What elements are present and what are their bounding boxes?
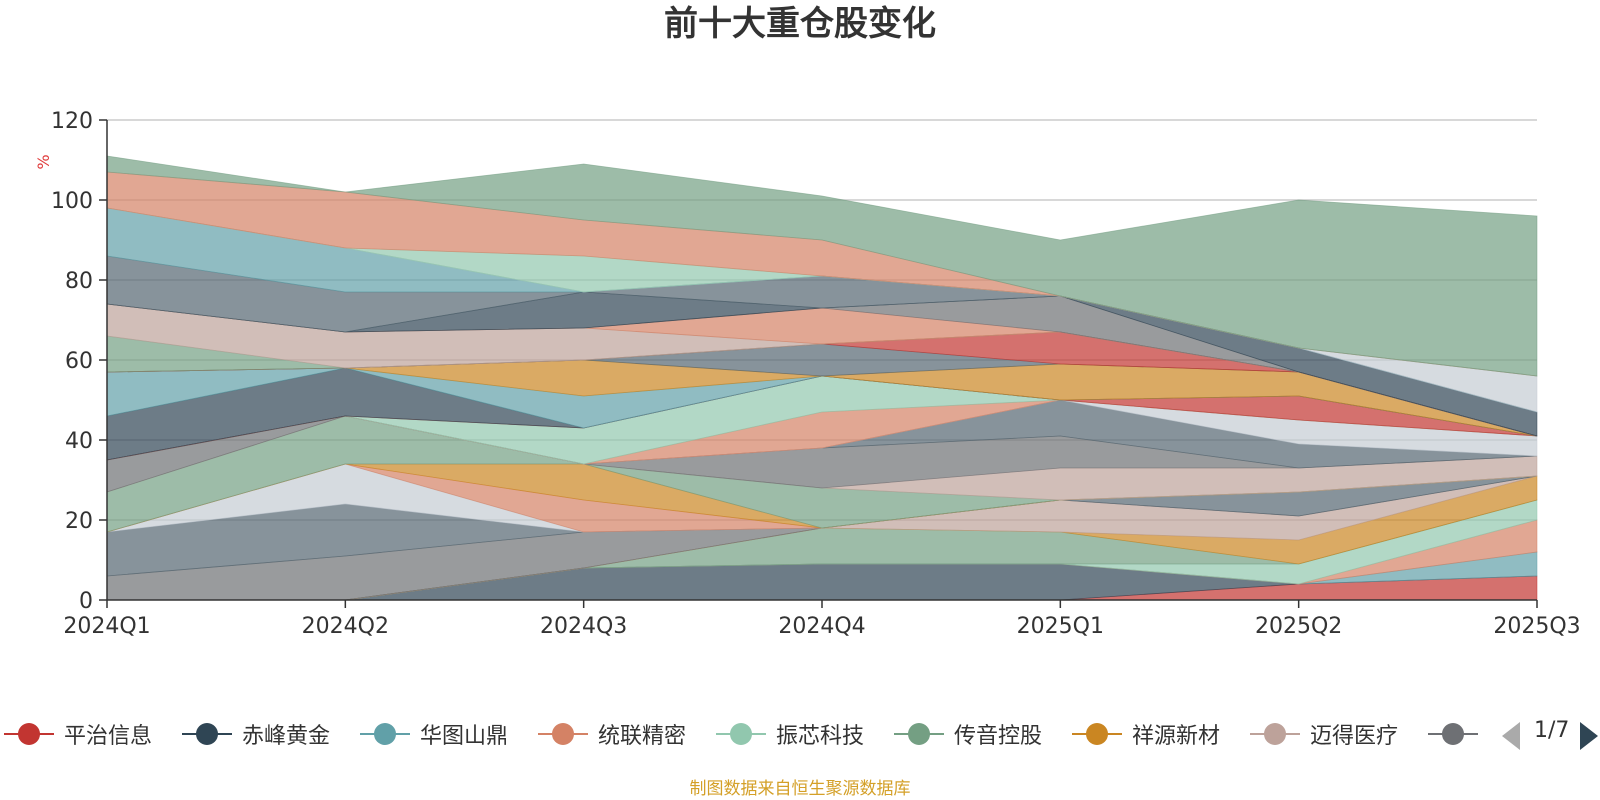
legend-label: 祥源新材 — [1132, 724, 1221, 749]
legend-item-4[interactable]: 统联精密 — [538, 714, 686, 754]
chart-title: 前十大重仓股变化 — [664, 4, 936, 44]
legend-pager: 1/7 — [1500, 716, 1600, 752]
legend-item-3[interactable]: 华图山鼎 — [360, 714, 508, 754]
y-tick-label-20: 20 — [65, 509, 93, 534]
y-tick-label-60: 60 — [65, 349, 93, 374]
legend-label: 平治信息 — [64, 724, 153, 749]
legend-marker-icon — [4, 714, 54, 754]
legend-marker-icon — [1072, 714, 1122, 754]
legend-item-8[interactable]: 迈得医疗 — [1250, 714, 1398, 754]
x-tick-label-2025Q3: 2025Q3 — [1493, 614, 1580, 639]
area-series-37 — [106, 155, 1538, 377]
legend-item-1[interactable]: 平治信息 — [4, 714, 152, 754]
x-tick-label-2024Q1: 2024Q1 — [63, 614, 150, 639]
legend-marker-icon — [1250, 714, 1300, 754]
legend-marker-icon — [716, 714, 766, 754]
x-tick-label-2025Q1: 2025Q1 — [1017, 614, 1104, 639]
legend-item-6[interactable]: 传音控股 — [894, 714, 1042, 754]
x-tick-label-2024Q2: 2024Q2 — [302, 614, 389, 639]
y-tick-label-80: 80 — [65, 269, 93, 294]
legend-label: 赤峰黄金 — [242, 724, 331, 749]
legend-item-5[interactable]: 振芯科技 — [716, 714, 864, 754]
chart-plot: 0 20 40 60 80 100 120 2024Q1 2024Q2 2024Q3 2024Q4 2… — [34, 109, 1581, 639]
legend: 平治信息 赤峰黄金 华图山鼎 统联精密 振芯科技 传音控股 祥源新材 迈得医疗 — [0, 714, 1498, 754]
legend-marker-icon — [538, 714, 588, 754]
x-tick-label-2024Q3: 2024Q3 — [540, 614, 627, 639]
legend-marker-icon — [894, 714, 944, 754]
legend-item-2[interactable]: 赤峰黄金 — [182, 714, 330, 754]
legend-label: 统联精密 — [598, 724, 687, 749]
y-axis-unit-label: % — [34, 154, 53, 169]
x-tick-label-2024Q4: 2024Q4 — [778, 614, 865, 639]
legend-label: 迈得医疗 — [1310, 724, 1399, 749]
source-note: 制图数据来自恒生聚源数据库 — [689, 779, 911, 799]
pager-indicator: 1/7 — [1534, 718, 1570, 743]
x-tick-label-2025Q2: 2025Q2 — [1255, 614, 1342, 639]
legend-item-9[interactable] — [1428, 714, 1488, 754]
pager-next-icon[interactable] — [1580, 722, 1598, 750]
y-tick-label-120: 120 — [51, 109, 93, 134]
legend-marker-icon — [182, 714, 232, 754]
area-layer — [106, 155, 1538, 601]
axis-layer: 0 20 40 60 80 100 120 2024Q1 2024Q2 2024Q3 2024Q4 2… — [34, 109, 1581, 639]
legend-label: 传音控股 — [954, 724, 1043, 749]
y-tick-label-100: 100 — [51, 189, 93, 214]
y-tick-label-40: 40 — [65, 429, 93, 454]
pager-prev-icon[interactable] — [1502, 722, 1520, 750]
legend-marker-icon — [1428, 714, 1478, 754]
legend-label: 振芯科技 — [776, 724, 865, 749]
legend-marker-icon — [360, 714, 410, 754]
legend-label: 华图山鼎 — [420, 724, 509, 749]
y-tick-label-0: 0 — [79, 589, 93, 614]
legend-item-7[interactable]: 祥源新材 — [1072, 714, 1220, 754]
